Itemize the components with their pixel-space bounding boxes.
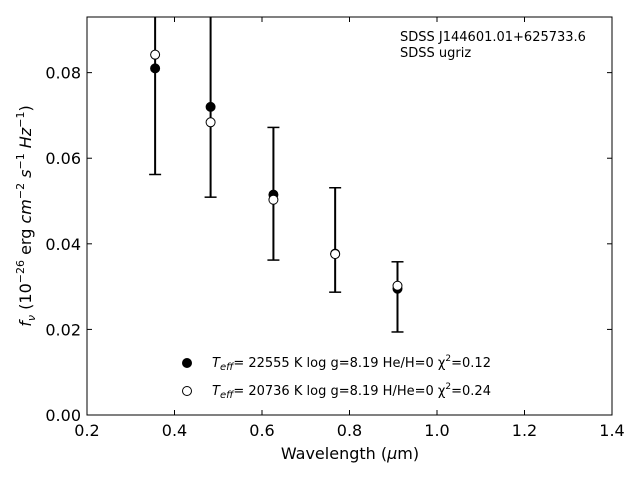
legend-marker-filled	[182, 358, 192, 368]
x-tick-label: 1.4	[599, 421, 624, 440]
data-point-open	[205, 117, 216, 128]
y-tick-label: 0.02	[45, 320, 81, 339]
data-point-open	[330, 249, 341, 260]
object-name-annotation: SDSS J144601.01+625733.6	[400, 30, 586, 45]
x-tick-label: 0.4	[162, 421, 187, 440]
legend: Teff= 22555 K log g=8.19 He/H=0 χ2=0.12 …	[182, 354, 491, 401]
x-tick-label: 0.6	[249, 421, 274, 440]
legend-marker-open	[182, 386, 192, 396]
data-point-open	[392, 280, 403, 291]
data-point-filled	[205, 101, 216, 112]
data-point-open	[150, 49, 161, 60]
legend-entry-1: Teff= 22555 K log g=8.19 He/H=0 χ2=0.12	[212, 354, 491, 373]
data-point-filled	[150, 63, 161, 74]
legend-entry-2: Teff= 20736 K log g=8.19 H/He=0 χ2=0.24	[212, 382, 491, 401]
plot-frame	[86, 16, 613, 416]
y-tick-label: 0.04	[45, 235, 81, 254]
y-tick-label: 0.08	[45, 64, 81, 83]
y-axis-label: fν (10−26 erg cm−2 s−1 Hz−1)	[14, 105, 38, 326]
x-tick-label: 1.2	[512, 421, 537, 440]
y-tick-label: 0.06	[45, 149, 81, 168]
x-tick-label: 0.2	[74, 421, 99, 440]
filter-set-annotation: SDSS ugriz	[400, 46, 471, 61]
x-tick-label: 1.0	[424, 421, 449, 440]
data-points	[150, 49, 403, 294]
x-tick-label: 0.8	[337, 421, 362, 440]
x-axis-label: Wavelength (μm)	[281, 444, 419, 463]
y-tick-label: 0.00	[45, 406, 81, 425]
data-point-open	[268, 194, 279, 205]
